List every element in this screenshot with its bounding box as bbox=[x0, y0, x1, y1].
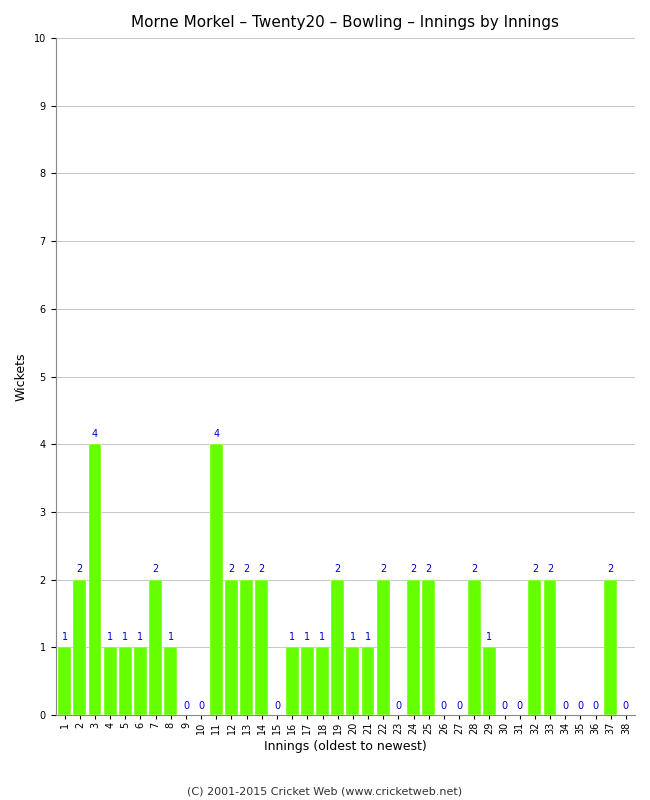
Text: 2: 2 bbox=[426, 564, 432, 574]
Bar bbox=[483, 647, 496, 715]
Text: 4: 4 bbox=[92, 429, 98, 439]
Text: 1: 1 bbox=[486, 632, 493, 642]
Text: 1: 1 bbox=[137, 632, 144, 642]
Bar bbox=[73, 580, 86, 715]
Bar bbox=[88, 444, 101, 715]
Title: Morne Morkel – Twenty20 – Bowling – Innings by Innings: Morne Morkel – Twenty20 – Bowling – Inni… bbox=[131, 15, 559, 30]
Text: 1: 1 bbox=[289, 632, 295, 642]
Bar bbox=[332, 580, 344, 715]
Y-axis label: Wickets: Wickets bbox=[15, 352, 28, 401]
Text: 0: 0 bbox=[183, 701, 189, 711]
Bar bbox=[422, 580, 435, 715]
Bar bbox=[528, 580, 541, 715]
Text: 0: 0 bbox=[623, 701, 629, 711]
Text: 2: 2 bbox=[608, 564, 614, 574]
Text: 2: 2 bbox=[153, 564, 159, 574]
Bar bbox=[286, 647, 298, 715]
Text: 1: 1 bbox=[365, 632, 371, 642]
Text: 2: 2 bbox=[335, 564, 341, 574]
Text: 2: 2 bbox=[380, 564, 386, 574]
Bar bbox=[210, 444, 223, 715]
Text: 2: 2 bbox=[471, 564, 477, 574]
Bar bbox=[468, 580, 480, 715]
Text: 2: 2 bbox=[244, 564, 250, 574]
Text: 2: 2 bbox=[259, 564, 265, 574]
Text: 0: 0 bbox=[456, 701, 462, 711]
Bar bbox=[346, 647, 359, 715]
Text: 2: 2 bbox=[532, 564, 538, 574]
Bar bbox=[604, 580, 617, 715]
Text: 2: 2 bbox=[547, 564, 553, 574]
Bar bbox=[543, 580, 556, 715]
Bar bbox=[316, 647, 329, 715]
Text: 1: 1 bbox=[350, 632, 356, 642]
Bar bbox=[255, 580, 268, 715]
X-axis label: Innings (oldest to newest): Innings (oldest to newest) bbox=[264, 740, 426, 753]
Text: 4: 4 bbox=[213, 429, 220, 439]
Bar bbox=[164, 647, 177, 715]
Bar bbox=[225, 580, 238, 715]
Text: 0: 0 bbox=[577, 701, 584, 711]
Text: 0: 0 bbox=[198, 701, 204, 711]
Text: 1: 1 bbox=[62, 632, 68, 642]
Bar bbox=[134, 647, 147, 715]
Bar bbox=[301, 647, 314, 715]
Text: (C) 2001-2015 Cricket Web (www.cricketweb.net): (C) 2001-2015 Cricket Web (www.cricketwe… bbox=[187, 786, 463, 796]
Text: 2: 2 bbox=[228, 564, 235, 574]
Bar bbox=[58, 647, 71, 715]
Bar bbox=[240, 580, 253, 715]
Text: 0: 0 bbox=[593, 701, 599, 711]
Text: 1: 1 bbox=[319, 632, 326, 642]
Bar bbox=[150, 580, 162, 715]
Text: 1: 1 bbox=[304, 632, 311, 642]
Text: 2: 2 bbox=[410, 564, 417, 574]
Bar bbox=[377, 580, 389, 715]
Text: 0: 0 bbox=[274, 701, 280, 711]
Bar bbox=[361, 647, 374, 715]
Text: 0: 0 bbox=[517, 701, 523, 711]
Text: 2: 2 bbox=[77, 564, 83, 574]
Text: 1: 1 bbox=[122, 632, 128, 642]
Bar bbox=[407, 580, 420, 715]
Bar bbox=[119, 647, 132, 715]
Text: 1: 1 bbox=[107, 632, 113, 642]
Text: 1: 1 bbox=[168, 632, 174, 642]
Text: 0: 0 bbox=[441, 701, 447, 711]
Text: 0: 0 bbox=[502, 701, 508, 711]
Bar bbox=[104, 647, 116, 715]
Text: 0: 0 bbox=[562, 701, 568, 711]
Text: 0: 0 bbox=[395, 701, 402, 711]
